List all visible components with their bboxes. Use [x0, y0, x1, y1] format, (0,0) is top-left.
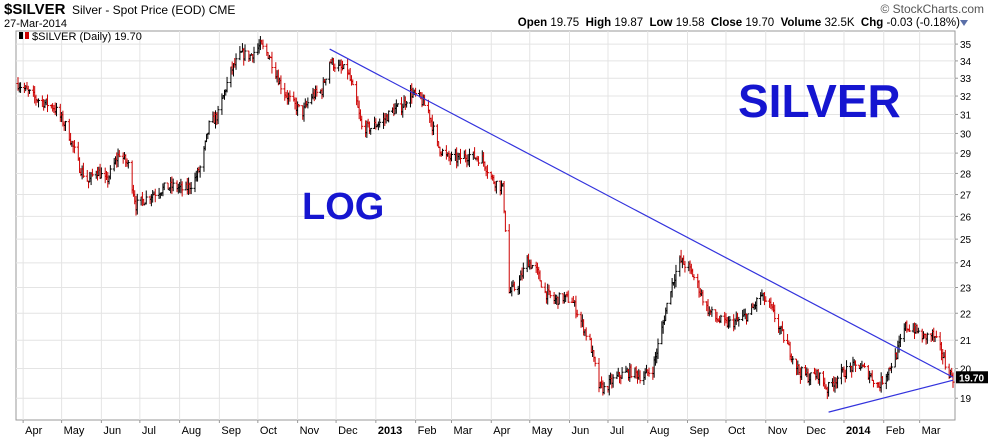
brand-link[interactable]: © StockCharts.com	[880, 2, 984, 16]
y-tick-label: 29	[960, 149, 972, 160]
y-tick-label: 24	[960, 259, 972, 270]
x-tick-label: Apr	[25, 425, 42, 437]
x-tick-label: Mar	[454, 425, 473, 437]
x-tick-label: Dec	[338, 425, 358, 437]
volume-value: 32.5K	[824, 17, 855, 29]
open-label: Open	[517, 17, 548, 29]
y-axis: 19 20 21 22 23 24 25 26 27 28 29 30 31 32 33 34 35	[955, 40, 972, 405]
trendline-resistance	[329, 48, 954, 378]
x-tick-label: Oct	[728, 425, 745, 437]
y-tick-label: 33	[960, 74, 972, 85]
y-tick-label: 31	[960, 110, 972, 121]
x-tick-label: Dec	[806, 425, 826, 437]
open-value: 19.75	[550, 17, 580, 29]
y-tick-label: 30	[960, 129, 972, 140]
chart-legend: $SILVER (Daily) 19.70	[19, 31, 142, 43]
x-tick-label: Aug	[182, 425, 202, 437]
log-annotation: LOG	[302, 186, 384, 228]
price-stats: Open 19.75 High 19.87 Low 19.58 Close 19…	[518, 17, 960, 29]
y-tick-label: 35	[960, 40, 972, 51]
x-tick-label: Sep	[690, 425, 710, 437]
close-value: 19.70	[745, 17, 775, 29]
chevron-down-icon[interactable]	[960, 20, 968, 26]
price-bars	[16, 36, 955, 400]
x-tick-label: Feb	[886, 425, 905, 437]
price-tag-label: 19.70	[959, 373, 984, 384]
x-tick-label: Feb	[418, 425, 437, 437]
y-tick-label: 32	[960, 92, 972, 103]
price-tag-box	[956, 371, 988, 384]
close-label: Close	[710, 17, 743, 29]
x-tick-label: Jul	[610, 425, 624, 437]
high-value: 19.87	[614, 17, 644, 29]
y-tick-label: 27	[960, 191, 972, 202]
high-label: High	[585, 17, 612, 29]
trendlines	[329, 48, 954, 413]
x-tick-label: May	[532, 425, 553, 437]
legend-swatch-up	[19, 32, 23, 39]
x-tick-label: Jun	[103, 425, 121, 437]
symbol-title: $SILVER	[4, 1, 66, 18]
x-tick-label: Mar	[922, 425, 941, 437]
y-tick-label: 28	[960, 169, 972, 180]
x-tick-label: 2014	[846, 425, 871, 437]
low-value: 19.58	[675, 17, 705, 29]
x-tick-label: Apr	[493, 425, 510, 437]
x-tick-label: Nov	[768, 425, 788, 437]
chg-label: Chg	[860, 17, 884, 29]
last-price-tag: 19.70	[956, 371, 988, 384]
y-tick-label: 19	[960, 394, 972, 405]
trendline-support	[828, 379, 954, 413]
description-text: Silver - Spot Price (EOD)	[72, 3, 206, 17]
y-tick-label: 21	[960, 336, 972, 347]
x-axis: Apr May Jun Jul Aug Sep Oct Nov Dec 2013 Feb Mar Apr…	[22, 420, 941, 437]
legend-label: $SILVER (Daily) 19.70	[32, 31, 142, 43]
x-tick-label: Nov	[300, 425, 320, 437]
chg-value: -0.03 (-0.18%)	[886, 17, 960, 29]
y-tick-label: 22	[960, 309, 972, 320]
x-tick-label: 2013	[378, 425, 402, 437]
symbol-description: Silver - Spot Price (EOD) CME	[72, 3, 235, 17]
y-tick-label: 26	[960, 212, 972, 223]
y-tick-label: 23	[960, 283, 972, 294]
x-tick-label: Aug	[650, 425, 670, 437]
low-label: Low	[649, 17, 673, 29]
legend-swatch-down	[25, 32, 29, 39]
x-tick-label: Sep	[221, 425, 241, 437]
x-tick-label: May	[64, 425, 85, 437]
x-tick-label: Oct	[260, 425, 277, 437]
y-tick-label: 25	[960, 235, 972, 246]
silver-annotation: SILVER	[738, 75, 901, 127]
chart-date: 27-Mar-2014	[4, 18, 67, 30]
volume-label: Volume	[780, 17, 822, 29]
x-tick-label: Jun	[572, 425, 590, 437]
exchange-text: CME	[208, 3, 236, 17]
y-tick-label: 34	[960, 57, 972, 68]
x-tick-label: Jul	[142, 425, 156, 437]
y-tick-label: 20	[960, 365, 972, 376]
